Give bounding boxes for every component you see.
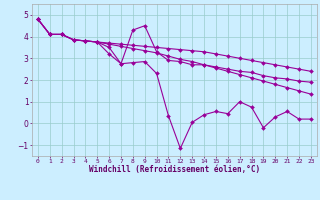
X-axis label: Windchill (Refroidissement éolien,°C): Windchill (Refroidissement éolien,°C) — [89, 165, 260, 174]
